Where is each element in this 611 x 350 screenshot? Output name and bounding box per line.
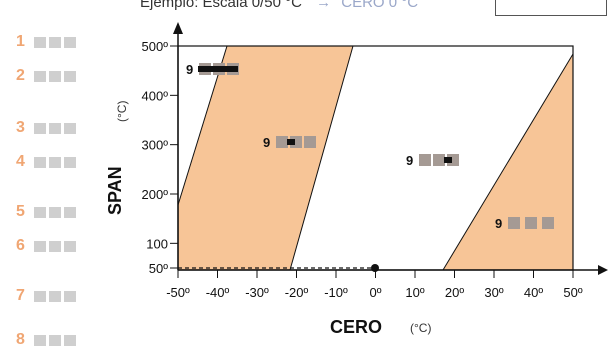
x-tick-label: 50º <box>563 285 582 300</box>
switch-icon <box>64 70 76 82</box>
example-caption: Ejemplo: Escala 0/50 °C → CERO 0 °C <box>140 0 418 11</box>
x-tick-label: 0º <box>370 285 382 300</box>
position-number: 1 <box>16 33 25 50</box>
switch-icon <box>34 290 46 302</box>
switch-icon <box>64 290 76 302</box>
switch-icon <box>34 122 46 134</box>
x-tick-group: -50º -40º -30º -20º -10º 0º 10º 20º 30º 40º 50º <box>166 270 583 300</box>
band-right-edge <box>442 53 574 271</box>
x-axis-arrow-icon <box>598 265 608 275</box>
switch-icon <box>64 240 76 252</box>
dip-switch-icon: 9 <box>495 216 554 231</box>
position-number: 6 <box>16 237 25 254</box>
y-tick-label: 200º <box>142 187 169 202</box>
switch-icon <box>49 70 61 82</box>
position-number: 7 <box>16 287 25 304</box>
x-tick-label: 10º <box>405 285 424 300</box>
position-item: 4 <box>16 152 79 172</box>
switch-icon <box>49 290 61 302</box>
y-tick-label: 400º <box>142 88 169 103</box>
position-number: 4 <box>16 153 25 170</box>
position-item: 7 <box>16 286 79 306</box>
y-axis-unit: (°C) <box>115 101 129 122</box>
switch-icon <box>64 334 76 346</box>
switch-icon <box>34 36 46 48</box>
y-tick-label: 50º <box>149 261 168 276</box>
switch-icon <box>64 36 76 48</box>
switch-icon <box>49 206 61 218</box>
x-tick-label: -30º <box>245 285 269 300</box>
position-item: 8 <box>16 330 79 350</box>
switch-icon <box>49 156 61 168</box>
svg-text:9: 9 <box>406 153 413 168</box>
band-left <box>178 46 353 270</box>
arrow-icon: → <box>316 0 332 11</box>
switch-icon <box>64 122 76 134</box>
switch-icon <box>34 334 46 346</box>
dip-switch-icon: 9 <box>186 62 239 77</box>
position-number: 2 <box>16 67 25 84</box>
switch-icon <box>49 36 61 48</box>
x-tick-label: 20º <box>445 285 464 300</box>
position-sidebar: 1 2 3 4 5 6 7 8 <box>0 0 110 348</box>
switch-icon <box>34 156 46 168</box>
x-tick-label: -40º <box>206 285 230 300</box>
y-tick-group: 50º 100 200º 300º 400º 500º <box>142 39 178 276</box>
band-left-edge <box>289 45 354 271</box>
dip-switch-icon: 9 <box>406 153 459 168</box>
x-tick-label: -50º <box>166 285 190 300</box>
x-tick-label: -10º <box>324 285 348 300</box>
dip-switch-icon: 9 <box>263 135 316 150</box>
position-number: 3 <box>16 119 25 136</box>
y-tick-label: 500º <box>142 39 169 54</box>
x-axis-unit: (°C) <box>410 321 431 335</box>
svg-text:9: 9 <box>263 135 270 150</box>
switch-icon <box>49 334 61 346</box>
caption-cero-text: CERO 0 °C <box>341 0 419 11</box>
position-number: 5 <box>16 203 25 220</box>
position-item: 6 <box>16 236 79 256</box>
position-item: 2 <box>16 66 79 86</box>
y-axis-title: SPAN <box>105 166 125 215</box>
position-item: 3 <box>16 118 79 138</box>
x-tick-label: -20º <box>285 285 309 300</box>
caption-text: Ejemplo: Escala 0/50 °C <box>140 0 302 11</box>
x-tick-label: 30º <box>484 285 503 300</box>
position-number: 8 <box>16 331 25 348</box>
switch-icon <box>64 156 76 168</box>
svg-text:9: 9 <box>186 62 193 77</box>
y-tick-label: 300º <box>142 138 169 153</box>
y-tick-label: 100 <box>146 236 168 251</box>
position-item: 5 <box>16 202 79 222</box>
example-point <box>371 264 379 272</box>
y-axis-arrow-icon <box>173 22 183 34</box>
switch-icon <box>49 122 61 134</box>
switch-icon <box>49 240 61 252</box>
caption-box <box>495 0 607 16</box>
switch-icon <box>34 206 46 218</box>
svg-text:9: 9 <box>495 216 502 231</box>
switch-icon <box>34 240 46 252</box>
switch-icon <box>34 70 46 82</box>
x-tick-label: 40º <box>524 285 543 300</box>
switch-icon <box>64 206 76 218</box>
x-axis-title: CERO <box>330 317 382 337</box>
position-item: 1 <box>16 32 79 52</box>
